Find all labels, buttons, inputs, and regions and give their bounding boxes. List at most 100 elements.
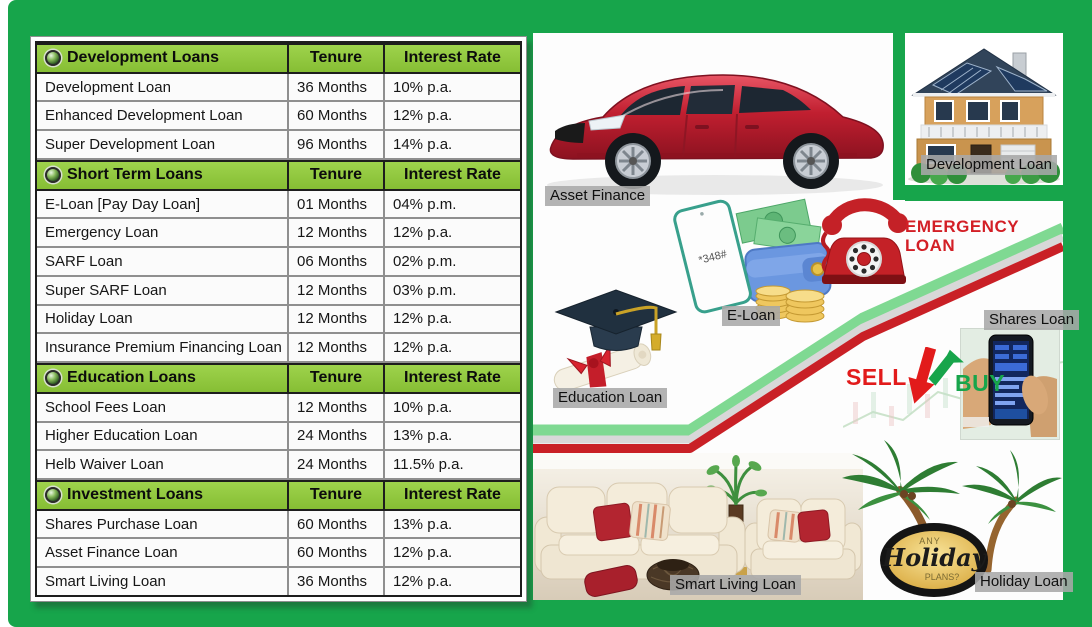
section-title: Development Loans	[67, 49, 220, 67]
loan-name-cell: Helb Waiver Loan	[45, 456, 164, 474]
loan-name-cell: Insurance Premium Financing Loan	[45, 339, 282, 357]
badge-plans-text: PLANS?	[925, 572, 960, 582]
badge-holiday-text: Holiday	[881, 543, 987, 572]
section-title-cell: Development Loans	[37, 45, 287, 72]
asset-finance-label: Asset Finance	[545, 186, 651, 206]
education-cap-image	[553, 289, 678, 392]
shares-loan-label: Shares Loan	[984, 310, 1080, 330]
bullet-radio-icon	[45, 370, 61, 387]
section-title-cell: Education Loans	[37, 365, 287, 392]
loan-row: Smart Living Loan 36 Months 12% p.a.	[37, 568, 520, 595]
palm-trees-image: ANY Holiday PLANS?	[842, 440, 1062, 597]
green-divider-strip	[893, 33, 905, 200]
loan-tenure-cell: 60 Months	[287, 510, 383, 538]
loan-table-grid: Development Loans Tenure Interest Rate Deve…	[35, 41, 522, 597]
loan-tenure-cell: 12 Months	[287, 219, 383, 247]
loan-tenure-cell: 12 Months	[287, 334, 383, 362]
interest-rate-column-header: Interest Rate	[383, 161, 520, 189]
interest-rate-column-header: Interest Rate	[383, 365, 520, 392]
loan-name-cell: School Fees Loan	[45, 398, 166, 416]
bullet-radio-icon	[45, 50, 61, 67]
loan-rate-cell: 12% p.a.	[383, 568, 520, 595]
loan-tenure-cell: 96 Months	[287, 131, 383, 158]
loan-rate-cell: 13% p.a.	[383, 422, 520, 450]
section-title: Investment Loans	[67, 486, 204, 504]
loan-tenure-cell: 12 Months	[287, 305, 383, 333]
loan-rate-cell: 11.5% p.a.	[383, 451, 520, 479]
interest-rate-column-header: Interest Rate	[383, 482, 520, 509]
bullet-radio-icon	[45, 167, 61, 184]
holiday-loan-block: ANY Holiday PLANS? Holiday Loan	[838, 438, 1073, 600]
asset-finance-car-image	[547, 74, 884, 195]
loan-tenure-cell: 12 Months	[287, 393, 383, 421]
loan-tenure-cell: 60 Months	[287, 102, 383, 130]
loan-tenure-cell: 12 Months	[287, 276, 383, 304]
buy-text: BUY	[955, 370, 1006, 396]
loan-row: Enhanced Development Loan 60 Months 12% p.…	[37, 102, 520, 132]
eloan-label: E-Loan	[722, 306, 781, 326]
loan-rate-cell: 12% p.a.	[383, 539, 520, 567]
loan-tenure-cell: 24 Months	[287, 422, 383, 450]
tenure-column-header: Tenure	[287, 45, 383, 72]
section-title: Short Term Loans	[67, 166, 203, 184]
loan-row: Super Development Loan 96 Months 14% p.a.	[37, 131, 520, 160]
section-title-cell: Short Term Loans	[37, 162, 287, 189]
loan-row: School Fees Loan 12 Months 10% p.a.	[37, 393, 520, 423]
loan-name-cell: Shares Purchase Loan	[45, 515, 198, 533]
loan-name-cell: Smart Living Loan	[45, 573, 166, 591]
loan-rate-cell: 12% p.a.	[383, 102, 520, 130]
loan-tenure-cell: 36 Months	[287, 568, 383, 595]
loan-name-cell: Holiday Loan	[45, 310, 133, 328]
loan-rate-cell: 12% p.a.	[383, 219, 520, 247]
loan-row: Holiday Loan 12 Months 12% p.a.	[37, 305, 520, 335]
bullet-radio-icon	[45, 487, 61, 504]
loan-rate-cell: 12% p.a.	[383, 334, 520, 362]
emergency-line1: EMERGENCY	[905, 217, 1020, 236]
emergency-telephone-image	[821, 198, 908, 284]
loan-tenure-cell: 60 Months	[287, 539, 383, 567]
loan-row: Higher Education Loan 24 Months 13% p.a.	[37, 422, 520, 452]
loan-name-cell: Super Development Loan	[45, 136, 216, 154]
loan-rate-cell: 04% p.m.	[383, 190, 520, 218]
loan-row: Asset Finance Loan 60 Months 12% p.a.	[37, 539, 520, 569]
section-header-row: Education Loans Tenure Interest Rate	[37, 363, 520, 394]
interest-rate-column-header: Interest Rate	[383, 45, 520, 72]
section-header-row: Short Term Loans Tenure Interest Rate	[37, 159, 520, 191]
loan-name-cell: Emergency Loan	[45, 224, 159, 242]
loan-tenure-cell: 24 Months	[287, 451, 383, 479]
section-header-row: Investment Loans Tenure Interest Rate	[37, 480, 520, 511]
loan-row: Development Loan 36 Months 10% p.a.	[37, 73, 520, 103]
loan-name-cell: Asset Finance Loan	[45, 544, 178, 562]
section-title: Education Loans	[67, 369, 196, 387]
loan-rate-cell: 10% p.a.	[383, 73, 520, 101]
loan-tenure-cell: 06 Months	[287, 248, 383, 275]
loan-name-cell: SARF Loan	[45, 253, 123, 270]
tenure-column-header: Tenure	[287, 482, 383, 509]
rear-wheel	[783, 133, 839, 189]
loan-tenure-cell: 36 Months	[287, 73, 383, 101]
loan-row: SARF Loan 06 Months 02% p.m.	[37, 248, 520, 277]
emergency-line2: LOAN	[905, 236, 956, 255]
smart-living-sofa-block: Smart Living Loan	[533, 453, 863, 600]
loan-rate-cell: 02% p.m.	[383, 248, 520, 275]
loan-row: Emergency Loan 12 Months 12% p.a.	[37, 219, 520, 249]
section-header-row: Development Loans Tenure Interest Rate	[37, 43, 520, 74]
loan-tenure-cell: 01 Months	[287, 190, 383, 218]
loan-name-cell: Development Loan	[45, 78, 171, 96]
tenure-column-header: Tenure	[287, 365, 383, 392]
loan-row: Shares Purchase Loan 60 Months 13% p.a.	[37, 510, 520, 540]
emergency-loan-text: EMERGENCY LOAN	[905, 217, 1019, 255]
front-wheel	[605, 133, 661, 189]
loan-rate-cell: 03% p.m.	[383, 276, 520, 304]
loan-name-cell: Enhanced Development Loan	[45, 107, 243, 125]
sell-text: SELL	[846, 364, 907, 390]
loan-row: Insurance Premium Financing Loan 12 Month…	[37, 334, 520, 364]
loan-name-cell: Super SARF Loan	[45, 281, 167, 299]
loan-row: Super SARF Loan 12 Months 03% p.m.	[37, 276, 520, 306]
loan-name-cell: Higher Education Loan	[45, 427, 198, 445]
loan-rate-cell: 13% p.a.	[383, 510, 520, 538]
loan-row: Helb Waiver Loan 24 Months 11.5% p.a.	[37, 451, 520, 481]
loan-collage: Asset Finance	[533, 33, 1080, 600]
loan-rate-cell: 10% p.a.	[383, 393, 520, 421]
